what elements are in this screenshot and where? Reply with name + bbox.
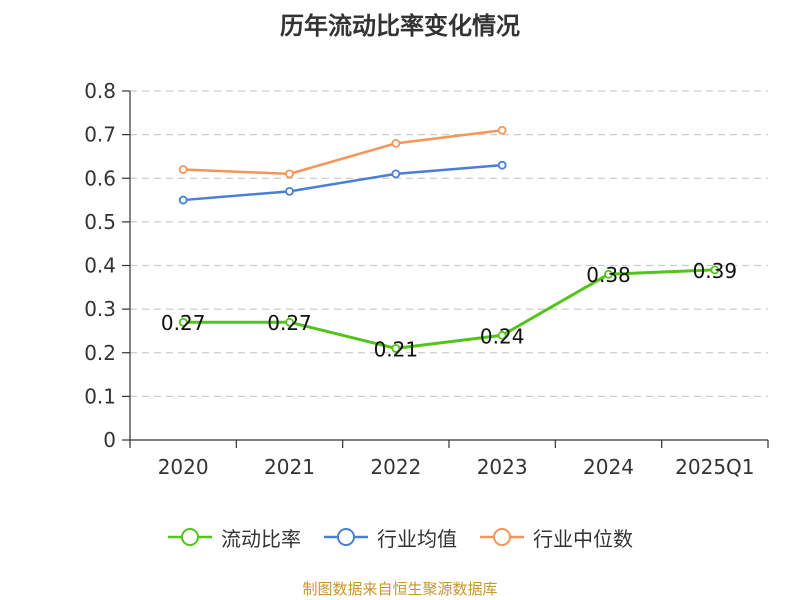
y-tick-label: 0.6 xyxy=(84,166,116,190)
x-tick-label: 2021 xyxy=(264,455,315,479)
data-point[interactable] xyxy=(285,317,294,327)
data-label: 0.21 xyxy=(374,337,419,361)
data-point[interactable] xyxy=(178,165,188,174)
data-labels: 0.27 0.27 0.21 0.24 0.38 0.39 xyxy=(161,259,737,362)
series-line xyxy=(183,163,503,202)
data-point[interactable] xyxy=(391,169,401,179)
data-point[interactable] xyxy=(285,169,294,179)
x-tick-label: 2022 xyxy=(370,455,421,479)
x-tick-label: 2025Q1 xyxy=(675,455,754,479)
y-tick-label: 0.5 xyxy=(84,210,116,234)
legend-line-marker-icon xyxy=(480,528,524,546)
data-point[interactable] xyxy=(285,186,294,196)
data-label: 0.27 xyxy=(161,311,206,335)
data-label: 0.27 xyxy=(267,311,312,335)
data-point[interactable] xyxy=(497,330,507,340)
data-source-note: 制图数据来自恒生聚源数据库 xyxy=(302,580,498,598)
series-lines xyxy=(178,125,720,353)
x-tick-label: 2023 xyxy=(477,455,528,479)
data-point[interactable] xyxy=(497,160,507,170)
legend-label: 行业均值 xyxy=(377,526,457,551)
grid-lines xyxy=(130,90,768,397)
y-tick-label: 0.4 xyxy=(84,254,116,278)
data-label: 0.39 xyxy=(693,259,738,283)
data-point[interactable] xyxy=(604,269,613,279)
y-tick-label: 0.8 xyxy=(84,79,116,103)
y-tick-label: 0 xyxy=(103,428,116,452)
x-tick-label: 2024 xyxy=(583,455,634,479)
data-label: 0.38 xyxy=(586,263,631,287)
data-label: 0.24 xyxy=(480,324,525,348)
legend-item-current-ratio[interactable]: 流动比率 xyxy=(167,523,301,552)
series-line xyxy=(183,268,715,350)
axes: 0 0.1 0.2 0.3 0.4 0.5 0.6 0.7 0.8 2020 2021 2022 202… xyxy=(84,79,769,479)
legend-label: 行业中位数 xyxy=(533,526,633,551)
x-tick-label: 2020 xyxy=(158,455,209,479)
y-tick-label: 0.1 xyxy=(84,384,116,408)
data-point[interactable] xyxy=(710,265,720,275)
data-point[interactable] xyxy=(178,195,188,205)
chart-title: 历年流动比率变化情况 xyxy=(280,12,520,40)
legend-item-industry-median[interactable]: 行业中位数 xyxy=(479,523,633,552)
y-tick-label: 0.7 xyxy=(84,123,116,147)
legend-line-marker-icon xyxy=(168,528,212,546)
legend: 流动比率 行业均值 行业中位数 xyxy=(0,520,800,554)
data-point[interactable] xyxy=(497,125,507,135)
series-line xyxy=(183,129,503,176)
y-tick-label: 0.2 xyxy=(84,341,116,365)
y-tick-label: 0.3 xyxy=(84,297,116,321)
data-point[interactable] xyxy=(391,138,401,148)
legend-item-industry-mean[interactable]: 行业均值 xyxy=(323,523,457,552)
data-point[interactable] xyxy=(391,343,401,353)
legend-line-marker-icon xyxy=(324,528,368,546)
data-point[interactable] xyxy=(178,317,188,327)
legend-label: 流动比率 xyxy=(221,526,301,551)
